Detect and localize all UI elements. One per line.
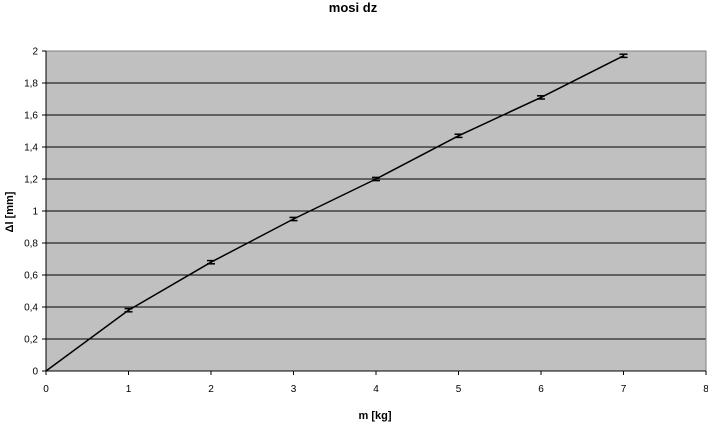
- error-bar: [289, 216, 298, 222]
- x-tick-label: 7: [621, 384, 627, 395]
- y-tick-label: 1,2: [24, 175, 38, 186]
- y-tick-label: 0,6: [24, 271, 38, 282]
- x-tick-label: 8: [703, 384, 708, 395]
- x-tick-label: 1: [126, 384, 132, 395]
- x-axis-label: m [kg]: [359, 410, 392, 422]
- y-tick-label: 0,4: [24, 303, 38, 314]
- y-tick-label: 1: [32, 207, 38, 218]
- error-bar: [619, 53, 628, 59]
- error-bar: [207, 259, 215, 265]
- y-tick-label: 2: [32, 47, 38, 58]
- x-tick-label: 4: [373, 384, 379, 395]
- x-tick-label: 5: [456, 384, 462, 395]
- x-axis-ticks: 0 1 2 3 4 5 6 7 8: [43, 371, 708, 395]
- error-bar: [454, 133, 463, 139]
- grid-lines: [45, 50, 707, 372]
- series-line: [45, 55, 624, 372]
- x-tick-label: 3: [291, 384, 297, 395]
- x-tick-label: 0: [43, 384, 49, 395]
- y-tick-label: 0: [32, 367, 38, 378]
- error-bar: [372, 176, 380, 182]
- y-tick-label: 1,4: [24, 143, 38, 154]
- x-tick-label: 2: [208, 384, 214, 395]
- error-bar: [124, 307, 133, 313]
- error-bar: [537, 95, 545, 100]
- y-tick-label: 1,8: [24, 79, 38, 90]
- chart-title: mosi dz: [329, 0, 378, 15]
- x-tick-label: 6: [538, 384, 544, 395]
- y-tick-label: 0,8: [24, 239, 38, 250]
- y-axis-ticks: 0 0,2 0,4 0,6 0,8 1 1,2 1,4 1,6 1,8 2: [24, 47, 46, 378]
- y-tick-label: 1,6: [24, 111, 38, 122]
- y-tick-label: 0,2: [24, 335, 38, 346]
- y-axis-label: Δl [mm]: [4, 191, 16, 232]
- series-layer: [45, 53, 628, 372]
